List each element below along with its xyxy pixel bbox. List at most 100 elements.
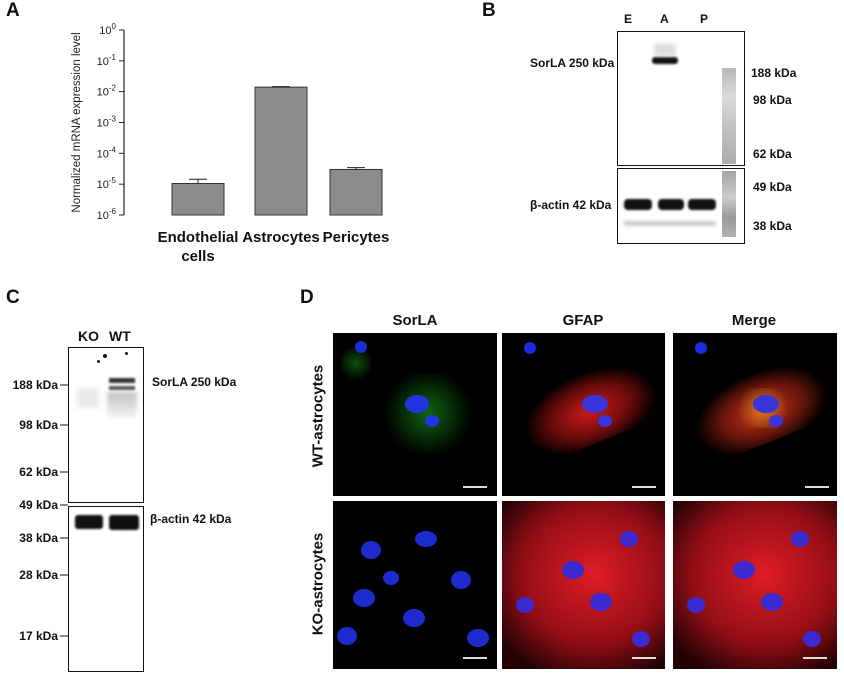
micrograph-ko-gfap	[502, 501, 665, 669]
actin-band	[75, 515, 103, 529]
y-tick-label: 10-5	[97, 176, 117, 191]
sorla-band-label: SorLA 250 kDa	[530, 56, 615, 70]
marker-label: 98 kDa	[753, 93, 792, 107]
marker-label: 62 kDa	[753, 147, 792, 161]
micrograph-wt-merge	[673, 333, 837, 496]
bar	[171, 183, 225, 216]
micrograph-ko-merge	[673, 501, 837, 669]
lane-label: WT	[109, 328, 131, 344]
micrograph-ko-sorla	[333, 501, 497, 669]
nucleus	[337, 627, 357, 645]
y-tick-label: 100	[99, 22, 116, 37]
speck	[97, 360, 100, 363]
category-label: Astrocytes	[242, 229, 320, 246]
nucleus	[590, 593, 612, 611]
nucleus	[403, 609, 425, 627]
expression-bar-chart: 100 10-1 10-2 10-3 10-4 10-5 10-6 Normalized mR…	[71, 22, 390, 265]
micrograph-wt-sorla	[333, 333, 497, 496]
nucleus	[383, 571, 399, 585]
nucleus	[598, 415, 612, 427]
scale-bar	[803, 657, 827, 659]
nucleus	[695, 342, 707, 354]
speck	[125, 352, 128, 355]
blot-b-actin	[617, 168, 745, 244]
sorla-puncta	[383, 373, 473, 453]
smear	[654, 44, 676, 56]
scale-bar	[632, 657, 656, 659]
lane-label: P	[700, 12, 709, 26]
marker-label: 17 kDa	[19, 629, 58, 643]
actin-band-label: β-actin 42 kDa	[150, 512, 232, 526]
nucleus	[516, 597, 534, 613]
blot-c-sorla	[68, 347, 144, 503]
marker-label: 49 kDa	[753, 180, 792, 194]
actin-band	[624, 199, 652, 210]
marker-label: 98 kDa	[19, 418, 58, 432]
ladder-lane	[722, 171, 736, 237]
actin-band	[658, 199, 684, 210]
speck	[103, 354, 107, 358]
smear	[77, 388, 99, 408]
column-header-gfap: GFAP	[562, 312, 604, 329]
actin-band-label: β-actin 42 kDa	[530, 198, 612, 212]
nucleus	[415, 531, 437, 547]
scale-bar	[632, 486, 656, 488]
actin-band	[688, 199, 716, 210]
nucleus	[361, 541, 381, 559]
sorla-band	[109, 378, 135, 383]
panel-letter-b: B	[482, 0, 496, 21]
category-label: Endothelial	[158, 229, 239, 246]
sorla-band	[109, 386, 135, 390]
marker-label: 38 kDa	[19, 531, 58, 545]
nucleus	[405, 395, 429, 413]
nucleus	[524, 342, 536, 354]
lane-label: E	[624, 12, 633, 26]
nucleus	[355, 341, 367, 353]
lane-label: A	[660, 12, 669, 26]
y-tick-label: 10-2	[97, 84, 117, 99]
y-tick-label: 10-3	[97, 115, 117, 130]
blot-b-sorla	[617, 31, 745, 166]
marker-label: 49 kDa	[19, 498, 58, 512]
column-header-merge: Merge	[731, 312, 777, 329]
smear	[107, 392, 137, 418]
marker-label: 62 kDa	[19, 465, 58, 479]
nucleus	[451, 571, 471, 589]
bar	[329, 168, 383, 216]
sorla-band-label: SorLA 250 kDa	[152, 375, 237, 389]
y-tick-label: 10-1	[97, 53, 117, 68]
micrograph-wt-gfap	[502, 333, 665, 496]
nucleus	[753, 395, 779, 413]
row-label-wt: WT-astrocytes	[309, 364, 327, 468]
actin-band	[109, 515, 139, 530]
nucleus	[733, 561, 755, 579]
category-label: Pericytes	[323, 229, 390, 246]
y-tick-label: 10-4	[97, 145, 117, 160]
nucleus	[632, 631, 650, 647]
nucleus	[425, 415, 439, 427]
sorla-band	[652, 57, 678, 64]
nucleus	[761, 593, 783, 611]
y-axis-label: Normalized mRNA expression level	[71, 32, 83, 212]
nucleus	[769, 415, 783, 427]
nucleus	[687, 597, 705, 613]
scale-bar	[805, 486, 829, 488]
nucleus	[791, 531, 809, 547]
marker-label: 188 kDa	[12, 378, 58, 392]
y-tick-label: 10-6	[97, 207, 117, 222]
panel-letter-a: A	[6, 0, 20, 21]
lane-label: KO	[78, 328, 99, 344]
row-label-ko: KO-astrocytes	[309, 532, 327, 636]
ladder-lane	[722, 68, 736, 164]
marker-label: 28 kDa	[19, 568, 58, 582]
nucleus	[467, 629, 489, 647]
marker-ticks	[60, 384, 68, 637]
faint-band	[624, 221, 716, 226]
scale-bar	[463, 486, 487, 488]
nucleus	[353, 589, 375, 607]
nucleus	[562, 561, 584, 579]
panel-letter-c: C	[6, 287, 20, 308]
category-label: cells	[181, 248, 214, 265]
nucleus	[582, 395, 608, 413]
nucleus	[620, 531, 638, 547]
